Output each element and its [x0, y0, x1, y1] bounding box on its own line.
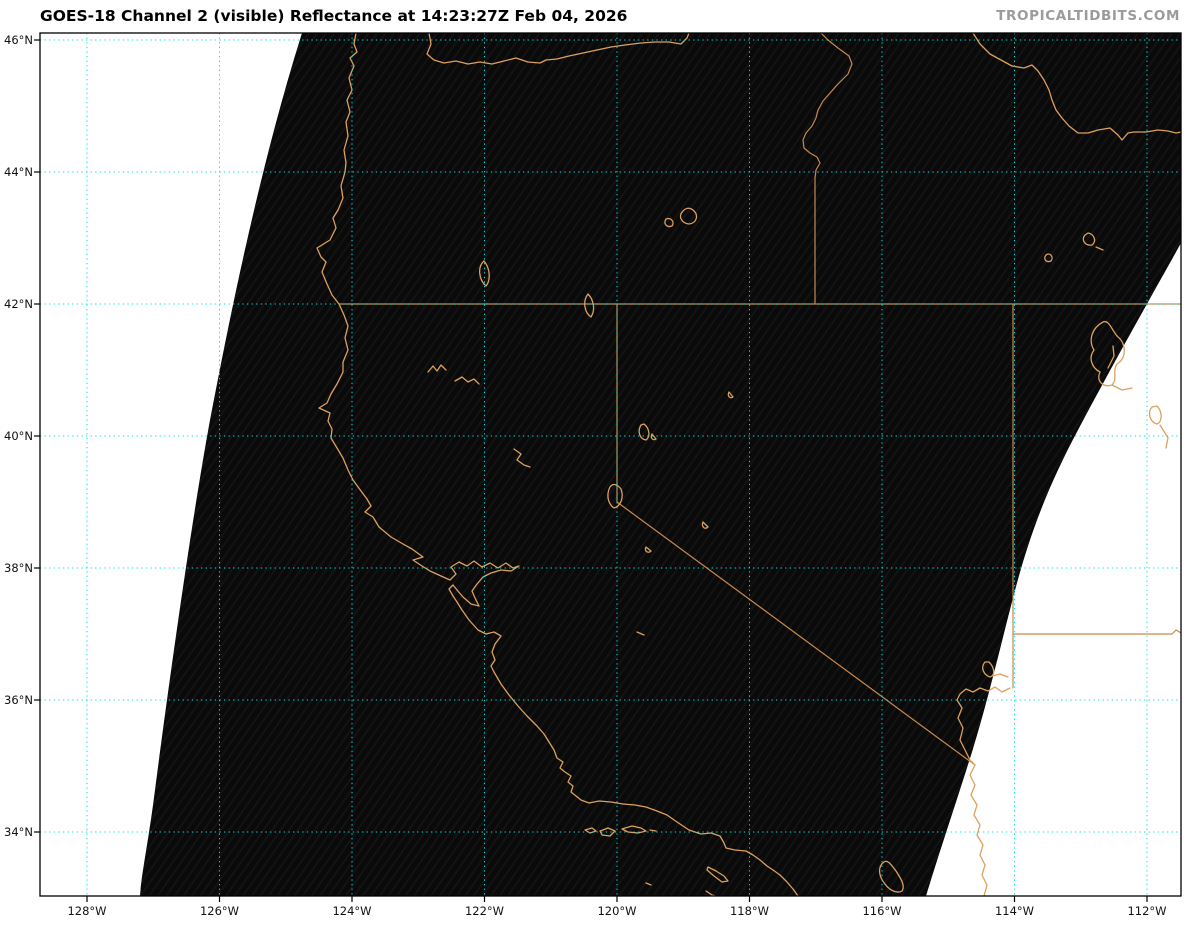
lon-tick-label: 128°W [67, 904, 107, 918]
lon-tick-label: 124°W [332, 904, 372, 918]
lon-tick-label: 118°W [729, 904, 770, 918]
lat-tick-label: 42°N [4, 297, 33, 311]
satellite-swath-region [140, 33, 1181, 896]
utah-arizona-border-37n [1012, 629, 1181, 635]
snake-river-idaho [972, 33, 1181, 141]
pacific-coastline [316, 33, 799, 896]
lon-tick-label: 126°W [199, 904, 240, 918]
oregon-idaho-border-snake-river [802, 33, 853, 304]
lat-tick-label: 38°N [4, 561, 33, 575]
lon-tick-label: 120°W [597, 904, 637, 918]
lat-tick-label: 36°N [4, 693, 33, 707]
lat-tick-label: 44°N [4, 165, 33, 179]
lat-tick-label: 34°N [4, 825, 33, 839]
lake-outlines [427, 207, 1169, 893]
lat-tick-label: 46°N [4, 33, 33, 47]
lon-tick-label: 116°W [862, 904, 902, 918]
graticule-gridlines [40, 33, 1181, 896]
map-title: GOES-18 Channel 2 (visible) Reflectance … [40, 7, 628, 25]
lon-tick-label: 122°W [464, 904, 505, 918]
tropicaltidbits-watermark: TROPICALTIDBITS.COM [996, 8, 1180, 24]
columbia-river [426, 33, 690, 65]
colorado-river [956, 686, 1011, 896]
plot-border [39, 32, 1182, 897]
channel-islands [584, 825, 729, 896]
lat-tick-label: 40°N [4, 429, 33, 443]
lon-tick-label: 112°W [1127, 904, 1167, 918]
axis-tick-marks [34, 39, 1148, 902]
lon-tick-label: 114°W [994, 904, 1035, 918]
